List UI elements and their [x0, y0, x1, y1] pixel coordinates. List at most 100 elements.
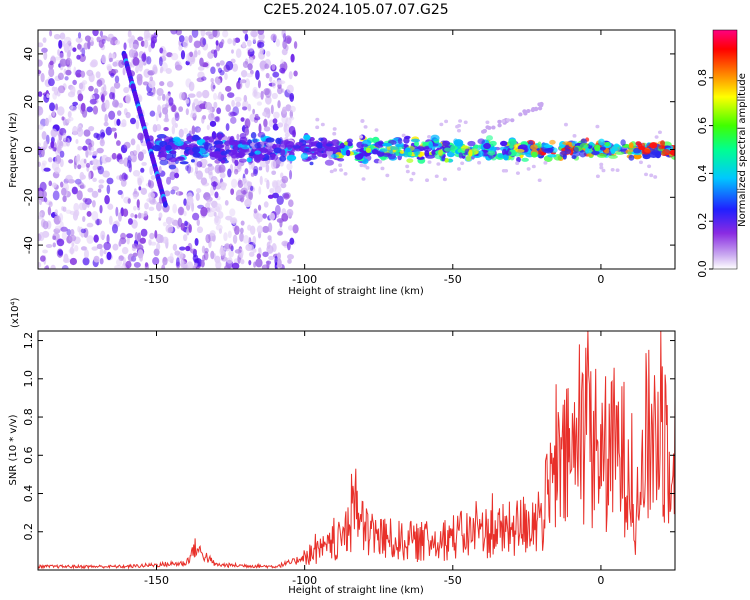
heatmap-noise-cell [228, 249, 234, 258]
heatmap-noise-cell [103, 121, 109, 127]
heatmap-scatter-cell [333, 168, 338, 172]
heatmap-noise-cell [123, 174, 129, 181]
heatmap-band-cell [265, 137, 275, 143]
heatmap-noise-cell [135, 119, 140, 130]
heatmap-scatter-cell [501, 168, 506, 173]
colorbar-tick-label: 0.0 [696, 260, 709, 278]
heatmap-band-cell [321, 153, 328, 158]
heatmap-band-cell [547, 154, 557, 158]
heatmap-noise-cell [221, 181, 225, 187]
heatmap-noise-cell [118, 102, 123, 108]
heatmap-noise-cell [137, 212, 142, 219]
heatmap-noise-cell [195, 170, 203, 180]
heatmap-noise-cell [62, 132, 67, 141]
heatmap-noise-cell [90, 146, 95, 152]
snr-y-multiplier: (x10⁴) [10, 297, 21, 328]
heatmap-noise-cell [57, 249, 64, 256]
heatmap-noise-cell [78, 202, 85, 211]
heatmap-band-cell [379, 148, 388, 153]
heatmap-noise-cell [248, 260, 252, 266]
heatmap-noise-cell [98, 179, 105, 184]
heatmap-noise-cell [154, 230, 158, 239]
heatmap-noise-cell [227, 38, 233, 45]
heatmap-scatter-cell [653, 175, 658, 179]
heatmap-noise-cell [50, 141, 55, 149]
heatmap-noise-cell [41, 230, 50, 238]
heatmap-band-cell [252, 138, 258, 144]
heatmap-scatter-cell [477, 160, 482, 165]
heatmap-noise-cell [292, 224, 299, 234]
heatmap-band-cell [170, 149, 177, 155]
heatmap-noise-cell [230, 178, 238, 188]
heatmap-noise-cell [87, 187, 94, 193]
heatmap-noise-cell [140, 187, 148, 195]
heatmap-noise-cell [216, 107, 222, 115]
heatmap-noise-cell [248, 190, 254, 201]
heatmap-band-cell [329, 146, 335, 152]
heatmap-scatter-cell [531, 164, 536, 169]
heatmap-noise-cell [77, 225, 81, 233]
heatmap-noise-cell [47, 206, 52, 216]
heatmap-scatter-cell [599, 162, 604, 167]
heatmap-scatter-cell [362, 163, 367, 168]
heatmap-noise-cell [38, 106, 44, 116]
heatmap-noise-cell [219, 246, 225, 257]
heatmap-scatter-cell [439, 122, 444, 127]
heatmap-noise-cell [96, 147, 104, 154]
heatmap-scatter-cell [315, 125, 320, 130]
heatmap-noise-cell [136, 175, 144, 184]
heatmap-noise-cell [121, 246, 129, 255]
heatmap-noise-cell [59, 150, 65, 158]
heatmap-noise-cell [227, 168, 232, 178]
heatmap-band-cell [442, 140, 451, 147]
heatmap-scatter-cell [563, 122, 568, 127]
heatmap-noise-cell [80, 232, 85, 238]
heatmap-noise-cell [178, 106, 184, 113]
heatmap-band-cell [240, 144, 250, 150]
heatmap-noise-cell [202, 38, 207, 46]
heatmap-noise-cell [116, 175, 121, 180]
heatmap-scatter-cell [610, 168, 615, 172]
heatmap-band-cell [467, 140, 476, 147]
heatmap-scatter-cell [463, 120, 468, 125]
heatmap-branch-cell [538, 103, 544, 108]
heatmap-noise-cell [67, 111, 72, 118]
heatmap-noise-cell [100, 230, 106, 240]
heatmap-band-cell [292, 145, 302, 149]
heatmap-noise-cell [280, 172, 284, 179]
heatmap-band-cell [620, 139, 626, 146]
heatmap-noise-cell [235, 189, 243, 199]
heatmap-band-cell [160, 157, 166, 161]
heatmap-noise-cell [128, 38, 132, 49]
heatmap-scatter-cell [425, 178, 430, 182]
heatmap-noise-cell [219, 172, 226, 179]
heatmap-noise-cell [160, 61, 168, 72]
heatmap-scatter-cell [455, 124, 460, 129]
heatmap-noise-cell [60, 226, 68, 232]
heatmap-scatter-cell [361, 177, 366, 181]
heatmap-noise-cell [225, 85, 232, 92]
heatmap-noise-cell [263, 88, 270, 96]
snr-frame [37, 330, 676, 571]
heatmap-noise-cell [150, 241, 157, 246]
heatmap-noise-cell [62, 206, 67, 212]
heatmap-noise-cell [43, 51, 48, 61]
heatmap-noise-cell [106, 251, 112, 261]
heatmap-noise-cell [148, 180, 155, 189]
heatmap-x-tick-label: -100 [292, 273, 317, 286]
heatmap-noise-cell [239, 227, 244, 234]
heatmap-noise-cell [286, 37, 292, 45]
heatmap-noise-cell [130, 117, 137, 125]
heatmap-noise-cell [69, 246, 75, 255]
heatmap-noise-cell [51, 161, 60, 171]
heatmap-band-cell [489, 140, 497, 147]
heatmap-noise-cell [94, 88, 99, 94]
heatmap-noise-cell [77, 93, 84, 102]
heatmap-noise-cell [40, 147, 45, 158]
heatmap-noise-cell [271, 92, 278, 100]
heatmap-scatter-cell [572, 134, 577, 138]
heatmap-noise-cell [143, 39, 149, 49]
heatmap-noise-cell [266, 260, 270, 269]
heatmap-band-cell [458, 152, 464, 159]
heatmap-noise-cell [106, 184, 111, 195]
